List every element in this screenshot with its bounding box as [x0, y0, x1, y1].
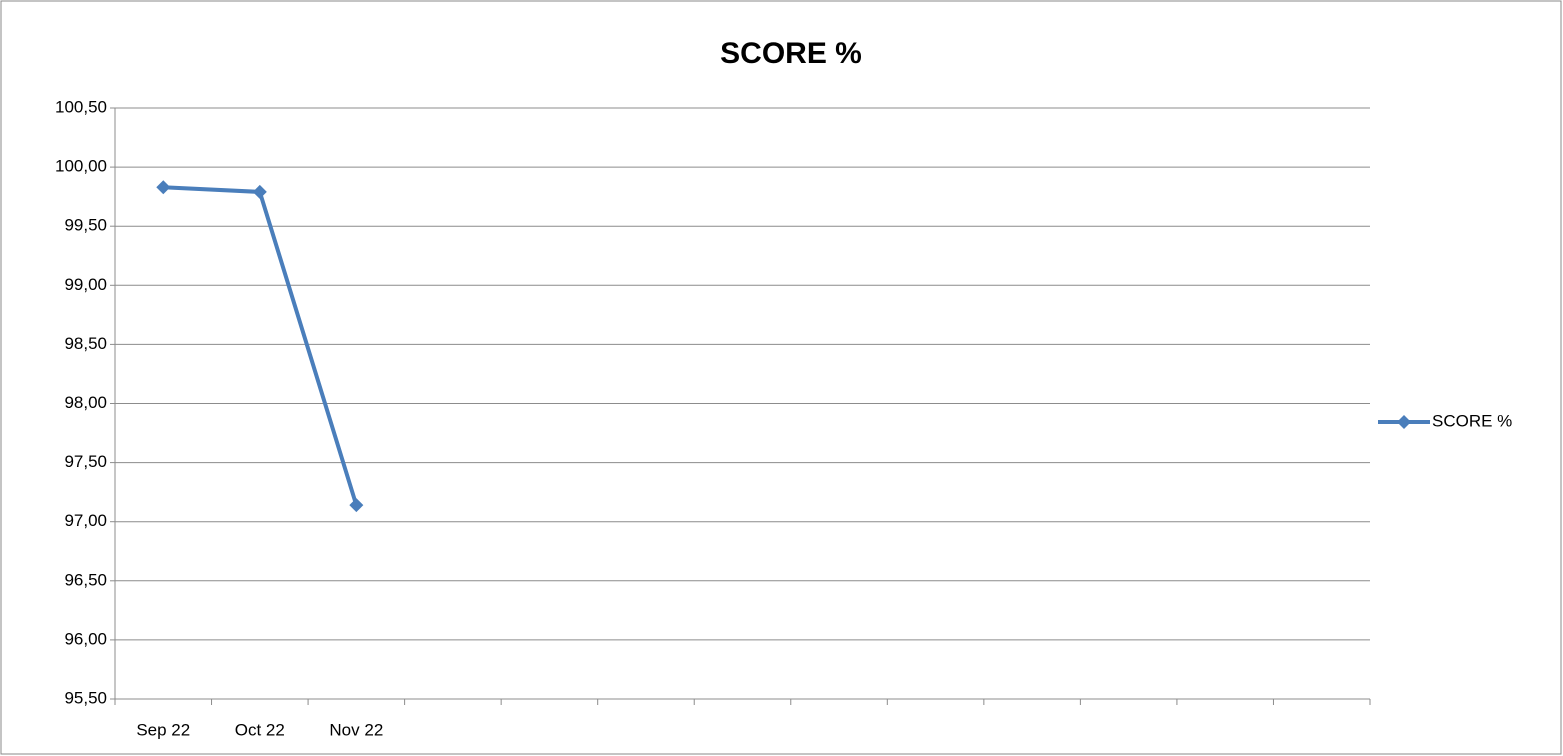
chart-title: SCORE %: [720, 37, 862, 70]
legend-marker: [1397, 415, 1411, 429]
y-tick-label: 100,50: [55, 97, 107, 116]
x-tick-label: Oct 22: [235, 720, 285, 739]
x-tick-label: Nov 22: [329, 720, 383, 739]
y-tick-label: 98,50: [64, 334, 107, 353]
point-marker: [156, 180, 171, 195]
y-tick-label: 96,00: [64, 629, 107, 648]
y-tick-label: 99,50: [64, 216, 107, 235]
y-tick-label: 99,00: [64, 275, 107, 294]
point-marker: [349, 498, 364, 513]
y-tick-label: 96,50: [64, 570, 107, 589]
y-tick-label: 100,00: [55, 157, 107, 176]
point-marker: [252, 184, 267, 199]
y-tick-label: 95,50: [64, 688, 107, 707]
y-tick-label: 97,50: [64, 452, 107, 471]
legend-label: SCORE %: [1432, 411, 1512, 430]
x-tick-label: Sep 22: [136, 720, 190, 739]
y-tick-label: 98,00: [64, 393, 107, 412]
y-tick-label: 97,00: [64, 511, 107, 530]
